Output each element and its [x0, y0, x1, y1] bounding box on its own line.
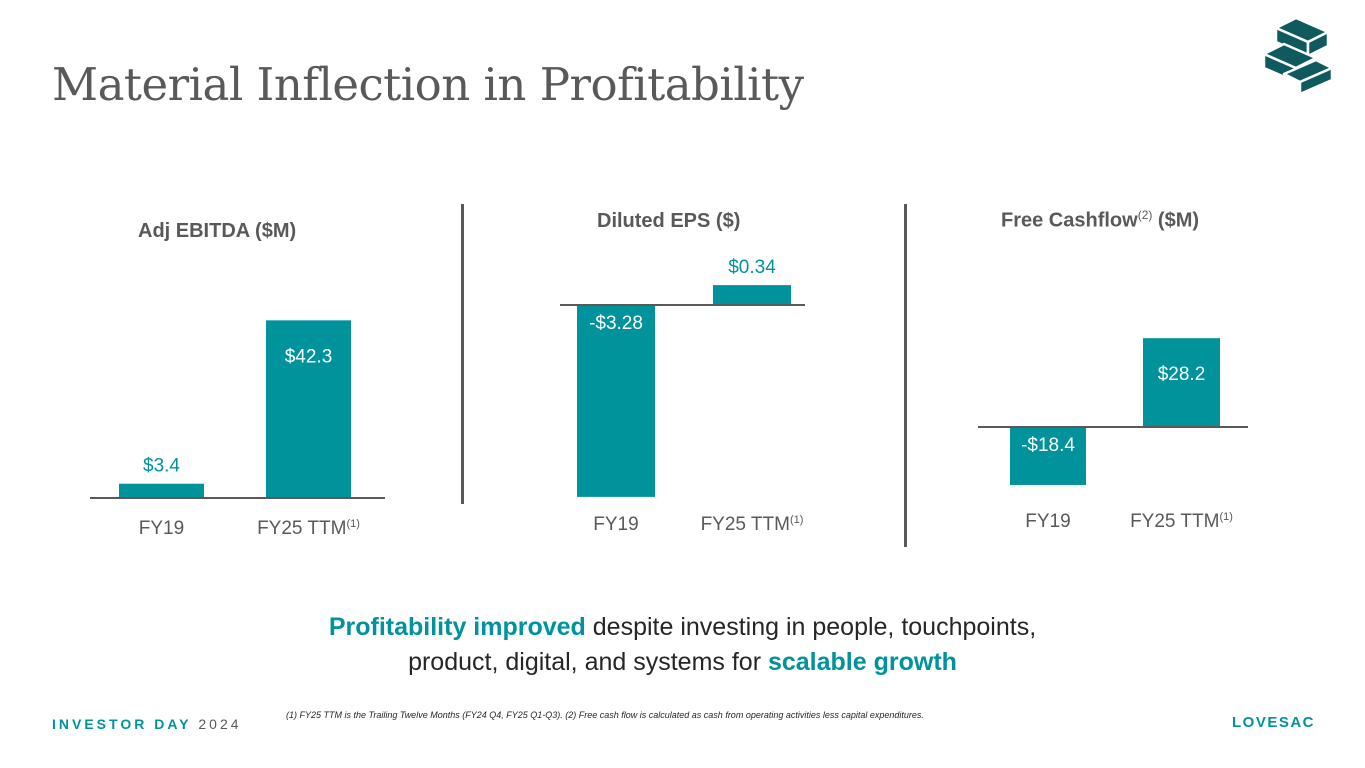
- bar-0-1: [266, 320, 351, 498]
- value-label: $28.2: [1158, 364, 1206, 385]
- tick-label: FY25 TTM(1): [257, 518, 360, 539]
- bar-0-0: [119, 483, 204, 498]
- message-text-2: product, digital, and systems for: [408, 648, 768, 676]
- message-highlight-1: Profitability improved: [328, 613, 586, 641]
- tick-label: FY19: [1025, 511, 1070, 532]
- bar-2-0: [1010, 427, 1086, 485]
- chart-title-adj-ebitda: Adj EBITDA ($M): [138, 220, 296, 243]
- value-label: -$3.28: [589, 313, 643, 334]
- key-message: Profitability improved despite investing…: [0, 610, 1365, 680]
- chart-title-diluted-eps: Diluted EPS ($): [597, 210, 740, 233]
- stacked-blocks-logo-icon: [1262, 16, 1334, 96]
- event-name: INVESTOR DAY: [52, 716, 192, 732]
- message-text-1: despite investing in people, touchpoints…: [585, 613, 1037, 641]
- chart-divider-left: [461, 204, 464, 504]
- value-label: $42.3: [285, 346, 333, 367]
- tick-label: FY19: [593, 514, 638, 535]
- value-label: $0.34: [728, 257, 776, 278]
- chart-title-text: Free Cashflow: [1001, 209, 1138, 232]
- chart-title-text: Adj EBITDA ($M): [138, 220, 297, 242]
- value-label: $3.4: [143, 456, 180, 477]
- message-highlight-2: scalable growth: [767, 648, 957, 676]
- event-year: 2024: [198, 716, 242, 732]
- bar-1-0: [577, 305, 655, 497]
- chart-title-text: Diluted EPS ($): [597, 210, 741, 232]
- chart-title-suffix: ($M): [1152, 209, 1200, 232]
- tick-label: FY25 TTM(1): [701, 514, 804, 535]
- event-footer: INVESTOR DAY 2024: [52, 716, 242, 732]
- slide-title: Material Inflection in Profitability: [52, 58, 804, 111]
- bar-2-1: [1143, 338, 1220, 427]
- chart-title-sup: (2): [1137, 208, 1153, 222]
- footnote: (1) FY25 TTM is the Trailing Twelve Mont…: [286, 710, 924, 720]
- chart-title-free-cashflow: Free Cashflow(2) ($M): [1001, 208, 1199, 233]
- chart-divider-right: [904, 204, 907, 547]
- brand-logo-text: LOVESAC: [1232, 714, 1316, 731]
- tick-label: FY19: [139, 518, 184, 539]
- bar-1-1: [713, 285, 791, 305]
- value-label: -$18.4: [1021, 435, 1075, 456]
- tick-label: FY25 TTM(1): [1130, 511, 1233, 532]
